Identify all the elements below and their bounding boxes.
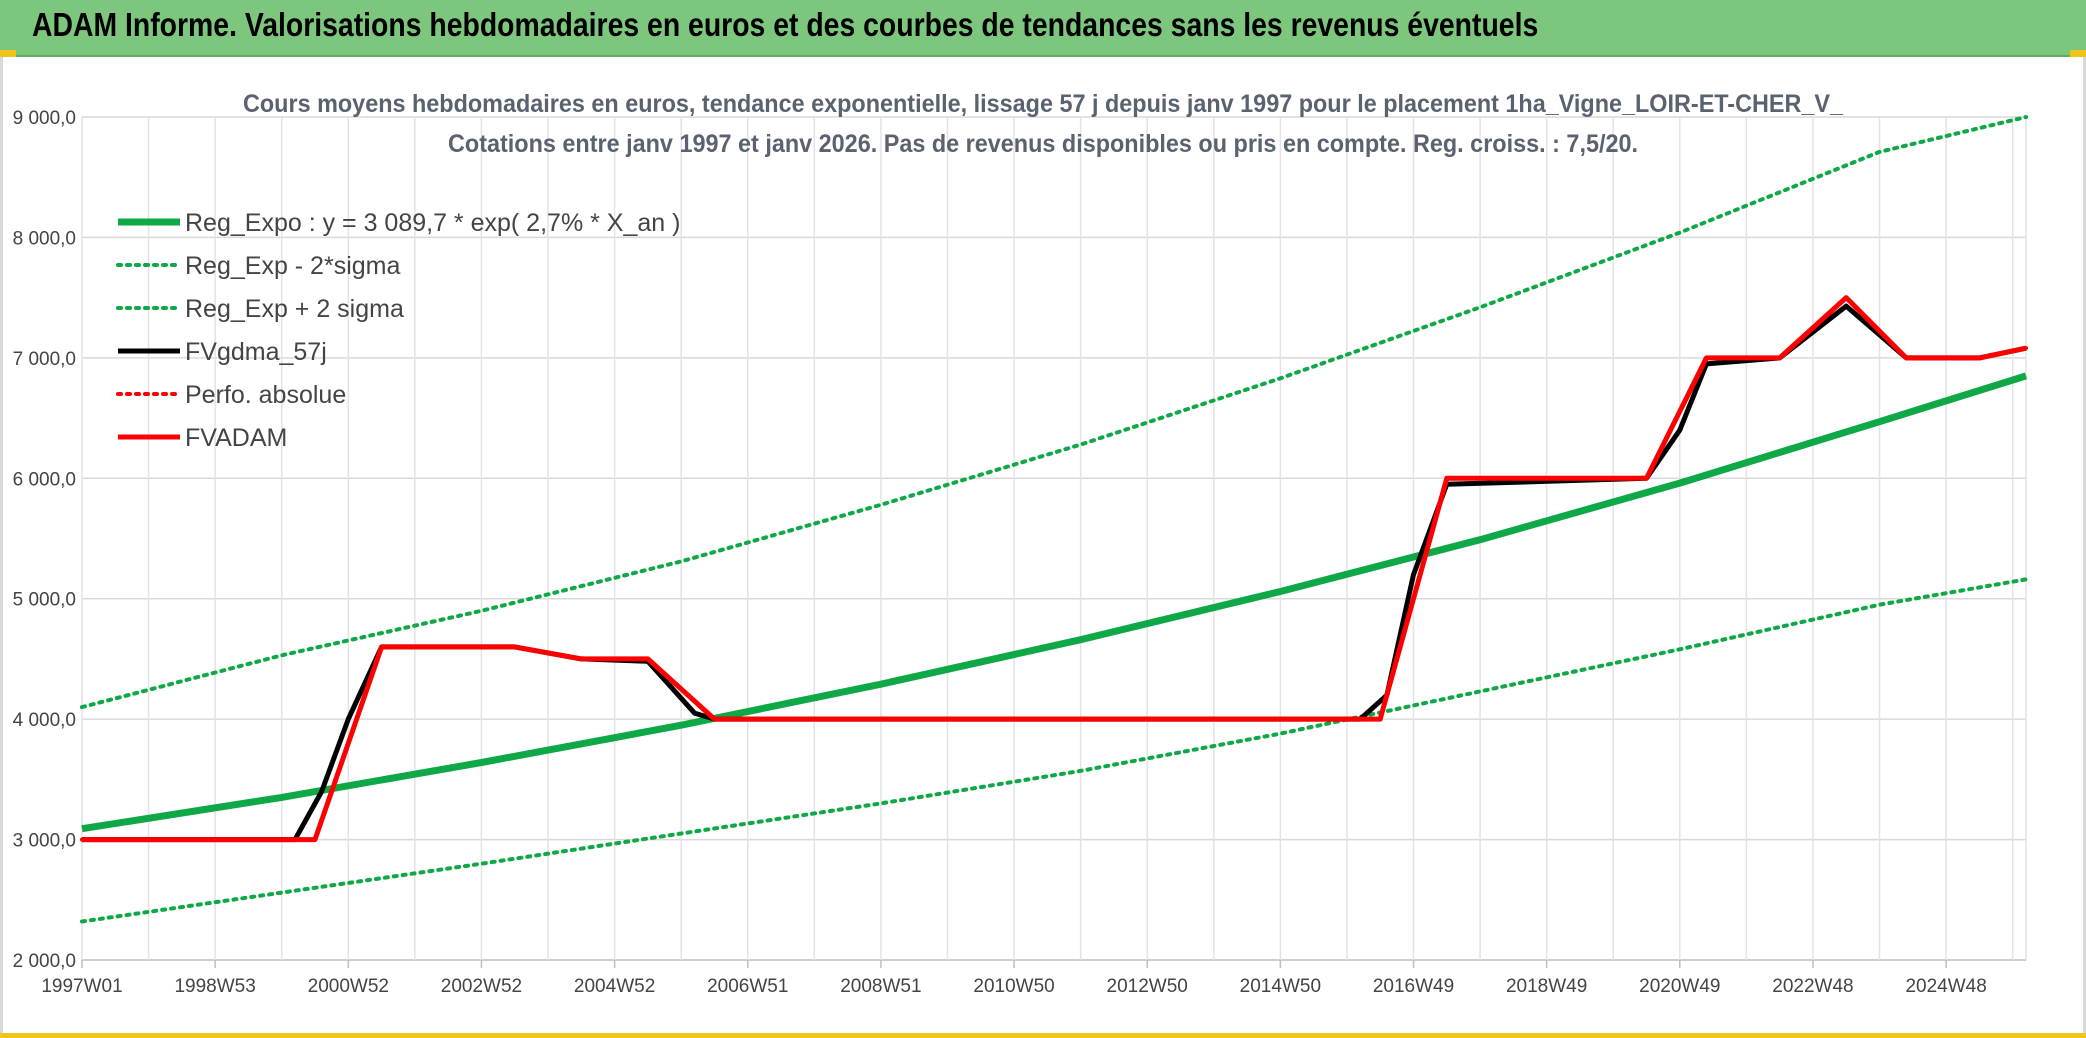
series-line-2 xyxy=(80,577,2028,924)
chart-frame xyxy=(0,57,2086,1038)
x-tick-label: 2000W52 xyxy=(308,976,389,997)
y-tick-label: 4 000,0 xyxy=(13,710,76,731)
x-tick-label: 2014W50 xyxy=(1240,976,1321,997)
banner-accent-left xyxy=(0,50,16,57)
x-tick-label: 2006W51 xyxy=(707,976,788,997)
report-banner: ADAM Informe. Valorisations hebdomadaire… xyxy=(0,0,2086,57)
series-line-1 xyxy=(81,372,2028,833)
y-tick-label: 5 000,0 xyxy=(13,590,76,611)
series-line-5 xyxy=(80,295,2028,842)
x-tick-label: 2010W50 xyxy=(973,976,1054,997)
x-tick-label: 1998W53 xyxy=(174,976,255,997)
chart-grid xyxy=(81,116,2027,961)
chart-legend: Reg_Expo : y = 3 089,7 * exp( 2,7% * X_a… xyxy=(116,209,680,452)
x-tick-label: 2004W52 xyxy=(574,976,655,997)
legend-label: Perfo. absolue xyxy=(185,381,346,409)
x-tick-label: 2012W50 xyxy=(1107,976,1188,997)
x-axis: 1997W01 1998W53 2000W52 2002W52 2004W52 2006W… xyxy=(41,960,1987,997)
report-title: ADAM Informe. Valorisations hebdomadaire… xyxy=(32,6,1539,43)
y-axis: 2 000,0 3 000,0 4 000,0 5 000,0 6 000,0 7 000… xyxy=(13,108,76,972)
x-tick-label: 2016W49 xyxy=(1373,976,1454,997)
x-tick-label: 2008W51 xyxy=(840,976,921,997)
x-tick-label: 2018W49 xyxy=(1506,976,1587,997)
y-tick-label: 9 000,0 xyxy=(13,108,76,129)
chart-title: Cours moyens hebdomadaires en euros, ten… xyxy=(243,90,1844,118)
y-tick-label: 2 000,0 xyxy=(13,951,76,972)
series-line-4 xyxy=(82,303,2027,843)
x-tick-label: 2020W49 xyxy=(1639,976,1720,997)
x-tick-label: 1997W01 xyxy=(41,976,122,997)
legend-label: FVgdma_57j xyxy=(185,338,327,366)
chart-subtitle: Cotations entre janv 1997 et janv 2026. … xyxy=(448,130,1638,158)
y-tick-label: 6 000,0 xyxy=(13,469,76,490)
legend-label: FVADAM xyxy=(185,424,287,452)
series-lines xyxy=(80,115,2028,924)
legend-label: Reg_Exp - 2*sigma xyxy=(185,252,400,280)
banner-accent-right xyxy=(2070,50,2086,57)
y-tick-label: 3 000,0 xyxy=(13,831,76,852)
y-tick-label: 8 000,0 xyxy=(13,228,76,249)
y-tick-label: 7 000,0 xyxy=(13,349,76,370)
series-line-3 xyxy=(80,115,2028,710)
bottom-accent-bar xyxy=(0,1033,2086,1038)
legend-label: Reg_Exp + 2 sigma xyxy=(185,295,404,323)
x-tick-label: 2002W52 xyxy=(441,976,522,997)
series-line-6 xyxy=(82,295,2027,843)
x-tick-label: 2022W48 xyxy=(1772,976,1853,997)
x-tick-label: 2024W48 xyxy=(1905,976,1986,997)
legend-label: Reg_Expo : y = 3 089,7 * exp( 2,7% * X_a… xyxy=(185,209,680,237)
